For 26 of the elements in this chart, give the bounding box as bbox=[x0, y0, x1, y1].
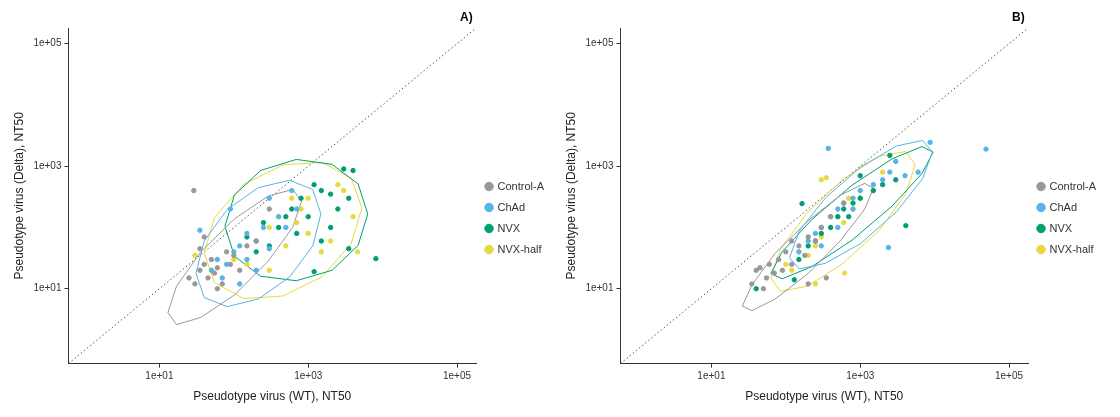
y-tick-label: 1e+01 bbox=[585, 282, 614, 294]
legend-label: ChAd bbox=[1049, 200, 1078, 213]
y-tick-label: 1e+03 bbox=[33, 159, 62, 171]
x-tick-label: 1e+01 bbox=[145, 370, 174, 382]
x-axis-title: Pseudotype virus (WT), NT50 bbox=[193, 389, 352, 404]
x-tick-label: 1e+05 bbox=[443, 370, 472, 382]
y-tick-label: 1e+05 bbox=[33, 37, 62, 49]
x-tick-label: 1e+01 bbox=[697, 370, 726, 382]
y-tick-label: 1e+03 bbox=[585, 159, 614, 171]
legend-label: NVX-half bbox=[1049, 242, 1095, 255]
legend-label: Control-A bbox=[497, 179, 545, 192]
legend-label: NVX-half bbox=[497, 242, 543, 255]
x-tick-label: 1e+03 bbox=[846, 370, 875, 382]
chart-title: B) bbox=[1012, 10, 1025, 24]
y-tick-label: 1e+05 bbox=[585, 37, 614, 49]
x-tick-label: 1e+05 bbox=[995, 370, 1024, 382]
y-axis-title: Pseudotype virus (Delta), NT50 bbox=[563, 111, 578, 280]
y-tick-label: 1e+01 bbox=[33, 282, 62, 294]
y-axis-title: Pseudotype virus (Delta), NT50 bbox=[11, 111, 26, 280]
legend-label: NVX bbox=[1049, 221, 1073, 234]
legend-label: Control-A bbox=[1049, 179, 1097, 192]
chart-title: A) bbox=[460, 10, 473, 24]
legend-label: ChAd bbox=[497, 200, 526, 213]
x-tick-label: 1e+03 bbox=[294, 370, 323, 382]
x-axis-title: Pseudotype virus (WT), NT50 bbox=[745, 389, 904, 404]
legend-label: NVX bbox=[497, 221, 521, 234]
